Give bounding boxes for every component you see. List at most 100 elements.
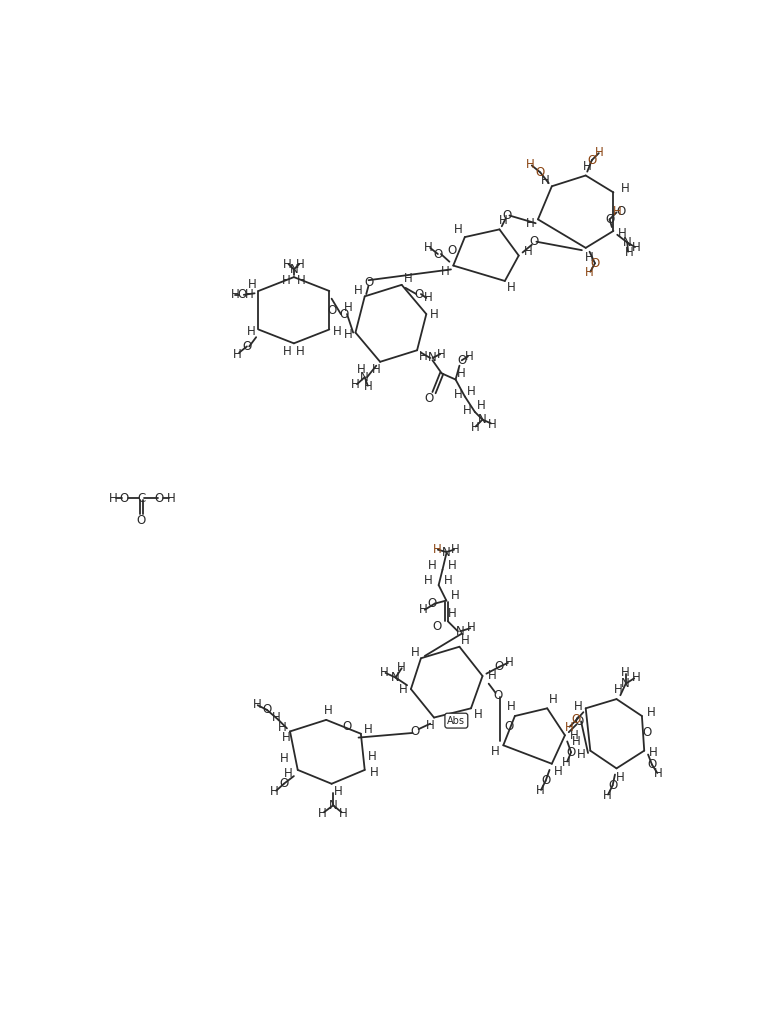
Text: N: N	[478, 413, 487, 426]
Text: N: N	[361, 370, 369, 384]
Text: H: H	[451, 589, 460, 602]
Text: O: O	[237, 288, 246, 302]
Text: H: H	[653, 767, 663, 780]
Text: H: H	[646, 706, 656, 718]
Text: H: H	[368, 750, 377, 762]
Text: H: H	[351, 379, 360, 392]
Text: H: H	[542, 173, 550, 187]
Text: H: H	[491, 745, 500, 758]
Text: H: H	[284, 345, 292, 357]
Text: O: O	[340, 308, 349, 320]
Text: H: H	[419, 350, 427, 363]
Text: O: O	[608, 779, 617, 792]
Text: O: O	[328, 304, 337, 317]
Text: H: H	[505, 656, 514, 669]
Text: H: H	[577, 748, 585, 761]
Text: O: O	[433, 620, 441, 633]
Text: H: H	[536, 784, 545, 797]
Text: O: O	[343, 720, 352, 734]
Text: N: N	[290, 263, 298, 276]
Text: O: O	[425, 392, 434, 404]
Text: O: O	[574, 715, 584, 727]
Text: H: H	[318, 806, 327, 820]
Text: O: O	[119, 491, 128, 505]
Text: H: H	[167, 491, 176, 505]
Text: H: H	[270, 785, 279, 798]
Text: H: H	[433, 543, 441, 556]
Text: H: H	[343, 328, 352, 342]
Text: H: H	[430, 308, 438, 320]
Text: N: N	[622, 677, 630, 690]
Text: O: O	[242, 340, 252, 353]
Text: H: H	[246, 325, 255, 339]
Text: H: H	[333, 325, 341, 339]
Text: O: O	[434, 247, 442, 261]
Text: H: H	[423, 291, 432, 305]
Text: O: O	[493, 688, 503, 702]
Text: H: H	[296, 258, 305, 271]
Text: H: H	[370, 765, 378, 779]
Text: O: O	[572, 713, 581, 726]
Text: H: H	[470, 421, 479, 434]
Text: H: H	[231, 288, 240, 302]
Text: H: H	[524, 245, 532, 259]
Text: H: H	[572, 735, 581, 748]
Text: H: H	[428, 558, 437, 571]
Text: N: N	[623, 236, 632, 249]
Text: H: H	[455, 223, 463, 236]
Text: H: H	[474, 708, 483, 721]
Text: H: H	[468, 621, 476, 634]
Text: N: N	[391, 671, 400, 684]
Text: H: H	[487, 670, 497, 682]
Text: H: H	[573, 700, 583, 712]
Text: H: H	[245, 288, 253, 302]
Text: H: H	[585, 266, 594, 279]
Text: H: H	[454, 389, 462, 401]
Text: H: H	[526, 158, 535, 171]
Text: H: H	[553, 765, 563, 778]
Text: C: C	[138, 491, 145, 505]
Text: O: O	[605, 212, 614, 226]
Text: H: H	[595, 146, 604, 159]
Text: O: O	[457, 354, 466, 366]
Text: N: N	[329, 799, 337, 812]
Text: H: H	[364, 723, 373, 737]
Text: H: H	[344, 302, 353, 314]
Text: H: H	[632, 671, 640, 684]
Text: H: H	[278, 721, 287, 734]
Text: N: N	[442, 546, 451, 558]
Text: H: H	[616, 772, 625, 784]
Text: O: O	[137, 514, 146, 527]
Text: O: O	[566, 746, 576, 758]
Text: O: O	[448, 244, 457, 258]
Text: H: H	[403, 272, 413, 285]
Text: H: H	[649, 747, 658, 759]
Text: O: O	[587, 154, 597, 166]
Text: H: H	[424, 574, 433, 587]
Text: H: H	[282, 732, 291, 744]
Text: H: H	[467, 385, 476, 398]
Text: H: H	[625, 246, 633, 259]
Text: O: O	[263, 704, 271, 716]
Text: H: H	[282, 275, 291, 287]
Text: H: H	[410, 645, 419, 659]
Text: O: O	[642, 726, 651, 740]
Text: O: O	[591, 256, 600, 270]
Text: H: H	[357, 363, 365, 376]
Text: H: H	[526, 216, 535, 230]
Text: O: O	[503, 209, 512, 222]
Text: H: H	[297, 275, 306, 287]
Text: H: H	[424, 241, 433, 254]
Text: H: H	[233, 348, 242, 360]
Text: H: H	[622, 666, 630, 678]
Text: O: O	[541, 775, 550, 787]
Text: O: O	[535, 166, 545, 179]
Text: H: H	[372, 363, 381, 376]
Text: O: O	[616, 205, 625, 219]
Text: H: H	[564, 721, 573, 734]
Text: Abs: Abs	[448, 716, 465, 725]
Text: H: H	[333, 785, 342, 798]
Text: H: H	[463, 404, 472, 417]
Text: O: O	[414, 287, 423, 301]
Text: H: H	[296, 345, 305, 357]
